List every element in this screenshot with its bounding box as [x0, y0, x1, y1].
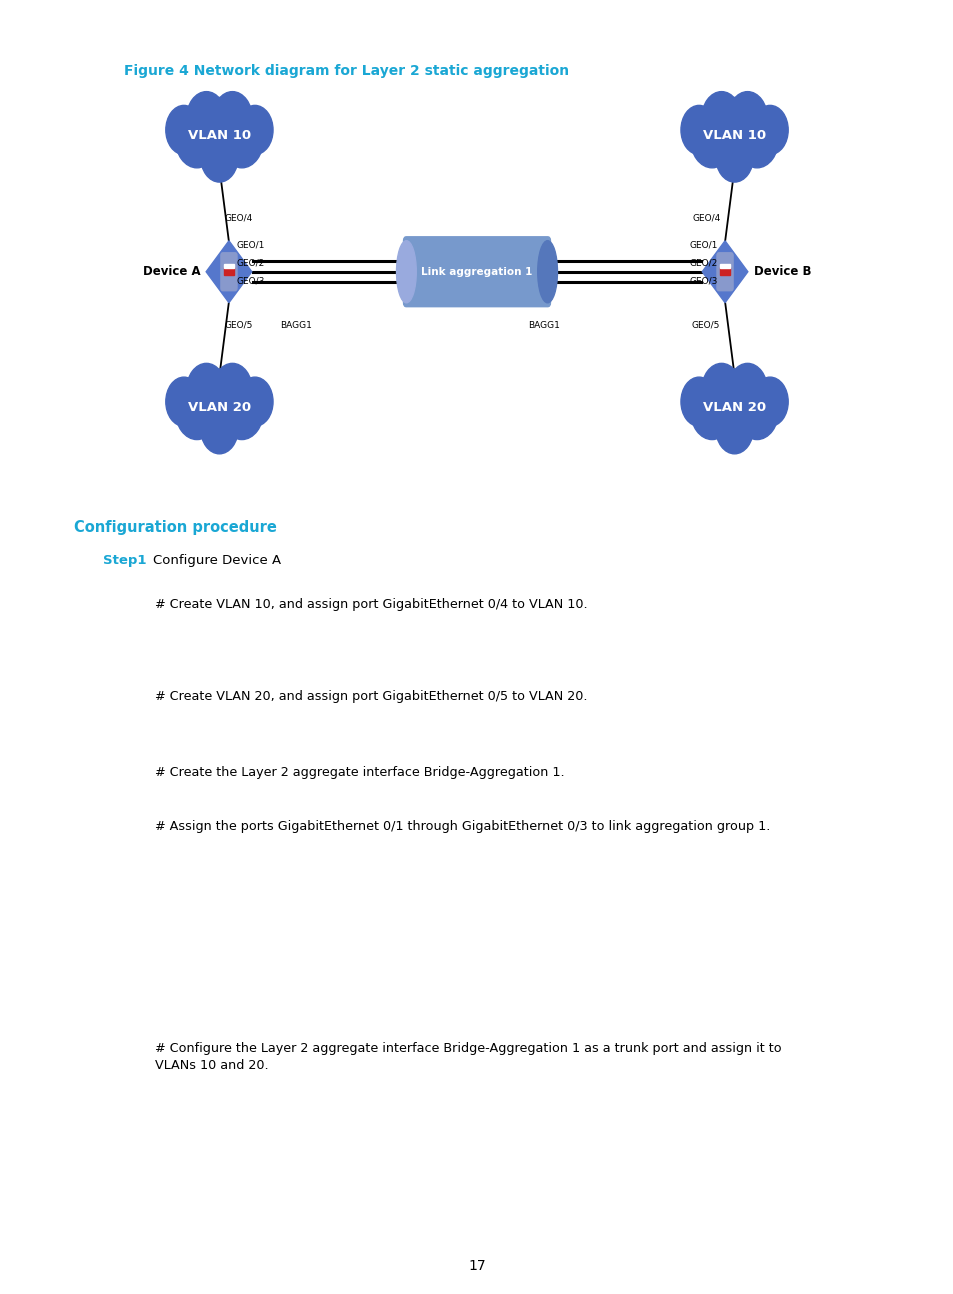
- Text: Figure 4 Network diagram for Layer 2 static aggregation: Figure 4 Network diagram for Layer 2 sta…: [124, 65, 569, 78]
- Circle shape: [735, 380, 778, 440]
- Circle shape: [690, 380, 733, 440]
- Text: GEO/3: GEO/3: [688, 277, 717, 285]
- Circle shape: [705, 97, 762, 175]
- Circle shape: [727, 92, 767, 146]
- Circle shape: [200, 131, 238, 182]
- Text: Device B: Device B: [753, 265, 810, 278]
- Text: # Configure the Layer 2 aggregate interface Bridge-Aggregation 1 as a trunk port: # Configure the Layer 2 aggregate interf…: [154, 1042, 781, 1071]
- Text: GEO/2: GEO/2: [236, 259, 265, 267]
- Text: # Create VLAN 10, and assign port GigabitEthernet 0/4 to VLAN 10.: # Create VLAN 10, and assign port Gigabi…: [154, 598, 586, 611]
- FancyBboxPatch shape: [403, 237, 550, 307]
- Text: BAGG1: BAGG1: [279, 321, 312, 330]
- FancyBboxPatch shape: [221, 252, 236, 291]
- Circle shape: [191, 369, 248, 446]
- Text: Configuration procedure: Configuration procedure: [74, 520, 277, 536]
- Circle shape: [751, 105, 787, 154]
- Text: GEO/5: GEO/5: [691, 321, 720, 330]
- Text: VLAN 20: VLAN 20: [702, 401, 765, 414]
- Bar: [720, 264, 729, 268]
- Bar: [720, 267, 729, 276]
- Circle shape: [727, 364, 767, 418]
- Circle shape: [191, 97, 248, 175]
- Bar: [224, 264, 233, 268]
- Circle shape: [186, 92, 226, 146]
- Circle shape: [236, 377, 273, 426]
- Circle shape: [715, 131, 753, 182]
- Ellipse shape: [537, 241, 557, 303]
- Circle shape: [220, 109, 263, 168]
- Text: # Create the Layer 2 aggregate interface Bridge-Aggregation 1.: # Create the Layer 2 aggregate interface…: [154, 766, 563, 779]
- Text: Link aggregation 1: Link aggregation 1: [421, 267, 532, 277]
- Text: Device A: Device A: [143, 265, 200, 278]
- Circle shape: [175, 380, 218, 440]
- Circle shape: [680, 105, 717, 154]
- Circle shape: [690, 109, 733, 168]
- Circle shape: [715, 402, 753, 454]
- Circle shape: [751, 377, 787, 426]
- FancyBboxPatch shape: [717, 252, 732, 291]
- Text: Configure Device A: Configure Device A: [152, 554, 280, 567]
- Polygon shape: [701, 241, 747, 303]
- Text: GEO/1: GEO/1: [236, 241, 265, 248]
- Text: # Assign the ports GigabitEthernet 0/1 through GigabitEthernet 0/3 to link aggre: # Assign the ports GigabitEthernet 0/1 t…: [154, 820, 769, 833]
- Text: GEO/3: GEO/3: [236, 277, 265, 285]
- Circle shape: [166, 105, 202, 154]
- Ellipse shape: [396, 241, 416, 303]
- Bar: [224, 267, 233, 276]
- Text: VLAN 10: VLAN 10: [702, 129, 765, 142]
- Text: GEO/5: GEO/5: [224, 321, 253, 330]
- Circle shape: [175, 109, 218, 168]
- Circle shape: [213, 92, 253, 146]
- Text: # Create VLAN 20, and assign port GigabitEthernet 0/5 to VLAN 20.: # Create VLAN 20, and assign port Gigabi…: [154, 690, 586, 703]
- Text: GEO/4: GEO/4: [691, 214, 720, 223]
- Text: Step1: Step1: [103, 554, 147, 567]
- Text: GEO/4: GEO/4: [224, 214, 253, 223]
- Circle shape: [186, 364, 226, 418]
- Text: BAGG1: BAGG1: [527, 321, 559, 330]
- Circle shape: [705, 369, 762, 446]
- Text: VLAN 20: VLAN 20: [188, 401, 251, 414]
- Circle shape: [680, 377, 717, 426]
- Polygon shape: [206, 241, 252, 303]
- Text: GEO/2: GEO/2: [688, 259, 717, 267]
- Circle shape: [166, 377, 202, 426]
- Text: GEO/1: GEO/1: [688, 241, 717, 248]
- Circle shape: [220, 380, 263, 440]
- Text: 17: 17: [468, 1259, 485, 1272]
- Circle shape: [700, 92, 740, 146]
- Circle shape: [236, 105, 273, 154]
- Text: VLAN 10: VLAN 10: [188, 129, 251, 142]
- Circle shape: [735, 109, 778, 168]
- Circle shape: [213, 364, 253, 418]
- Circle shape: [700, 364, 740, 418]
- Circle shape: [200, 402, 238, 454]
